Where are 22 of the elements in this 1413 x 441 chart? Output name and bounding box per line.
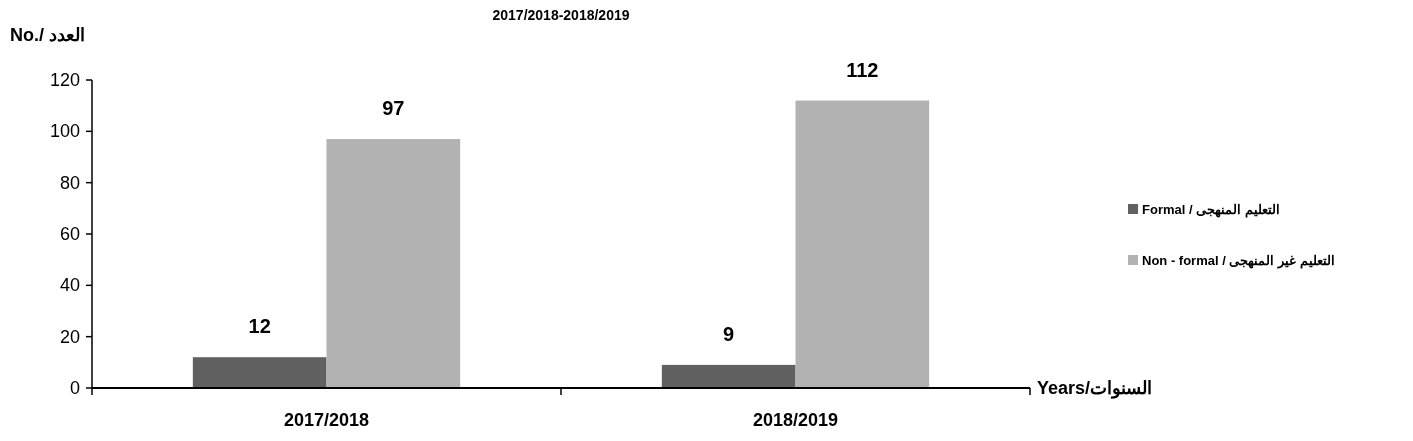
y-tick-label: 20 <box>59 326 80 347</box>
data-label: 12 <box>248 315 271 338</box>
legend-label: Formal / التعليم المنهجى <box>1142 202 1280 218</box>
x-tick-label: 2017/2018 <box>283 410 370 430</box>
y-tick-label: 80 <box>59 172 80 193</box>
y-tick-label: 100 <box>49 121 80 142</box>
chart-title: 2017/2018-2018/2019 <box>492 7 630 23</box>
bar <box>795 100 930 388</box>
x-axis-title: Years/السنوات <box>1037 378 1153 399</box>
bar <box>192 357 327 388</box>
data-label: 112 <box>846 58 879 81</box>
data-label: 97 <box>382 97 405 120</box>
y-tick-label: 40 <box>59 275 80 296</box>
bar <box>661 364 796 388</box>
y-tick-label: 120 <box>49 70 80 90</box>
y-tick-label: 0 <box>69 378 80 398</box>
y-tick-label: 60 <box>59 224 80 244</box>
data-label: 9 <box>723 322 735 345</box>
legend-label: Non - formal / التعليم غير المنهجى <box>1142 253 1335 269</box>
x-tick-label: 2018/2019 <box>752 410 839 430</box>
y-axis-title: No./ العدد <box>10 25 85 45</box>
bar <box>326 139 461 388</box>
